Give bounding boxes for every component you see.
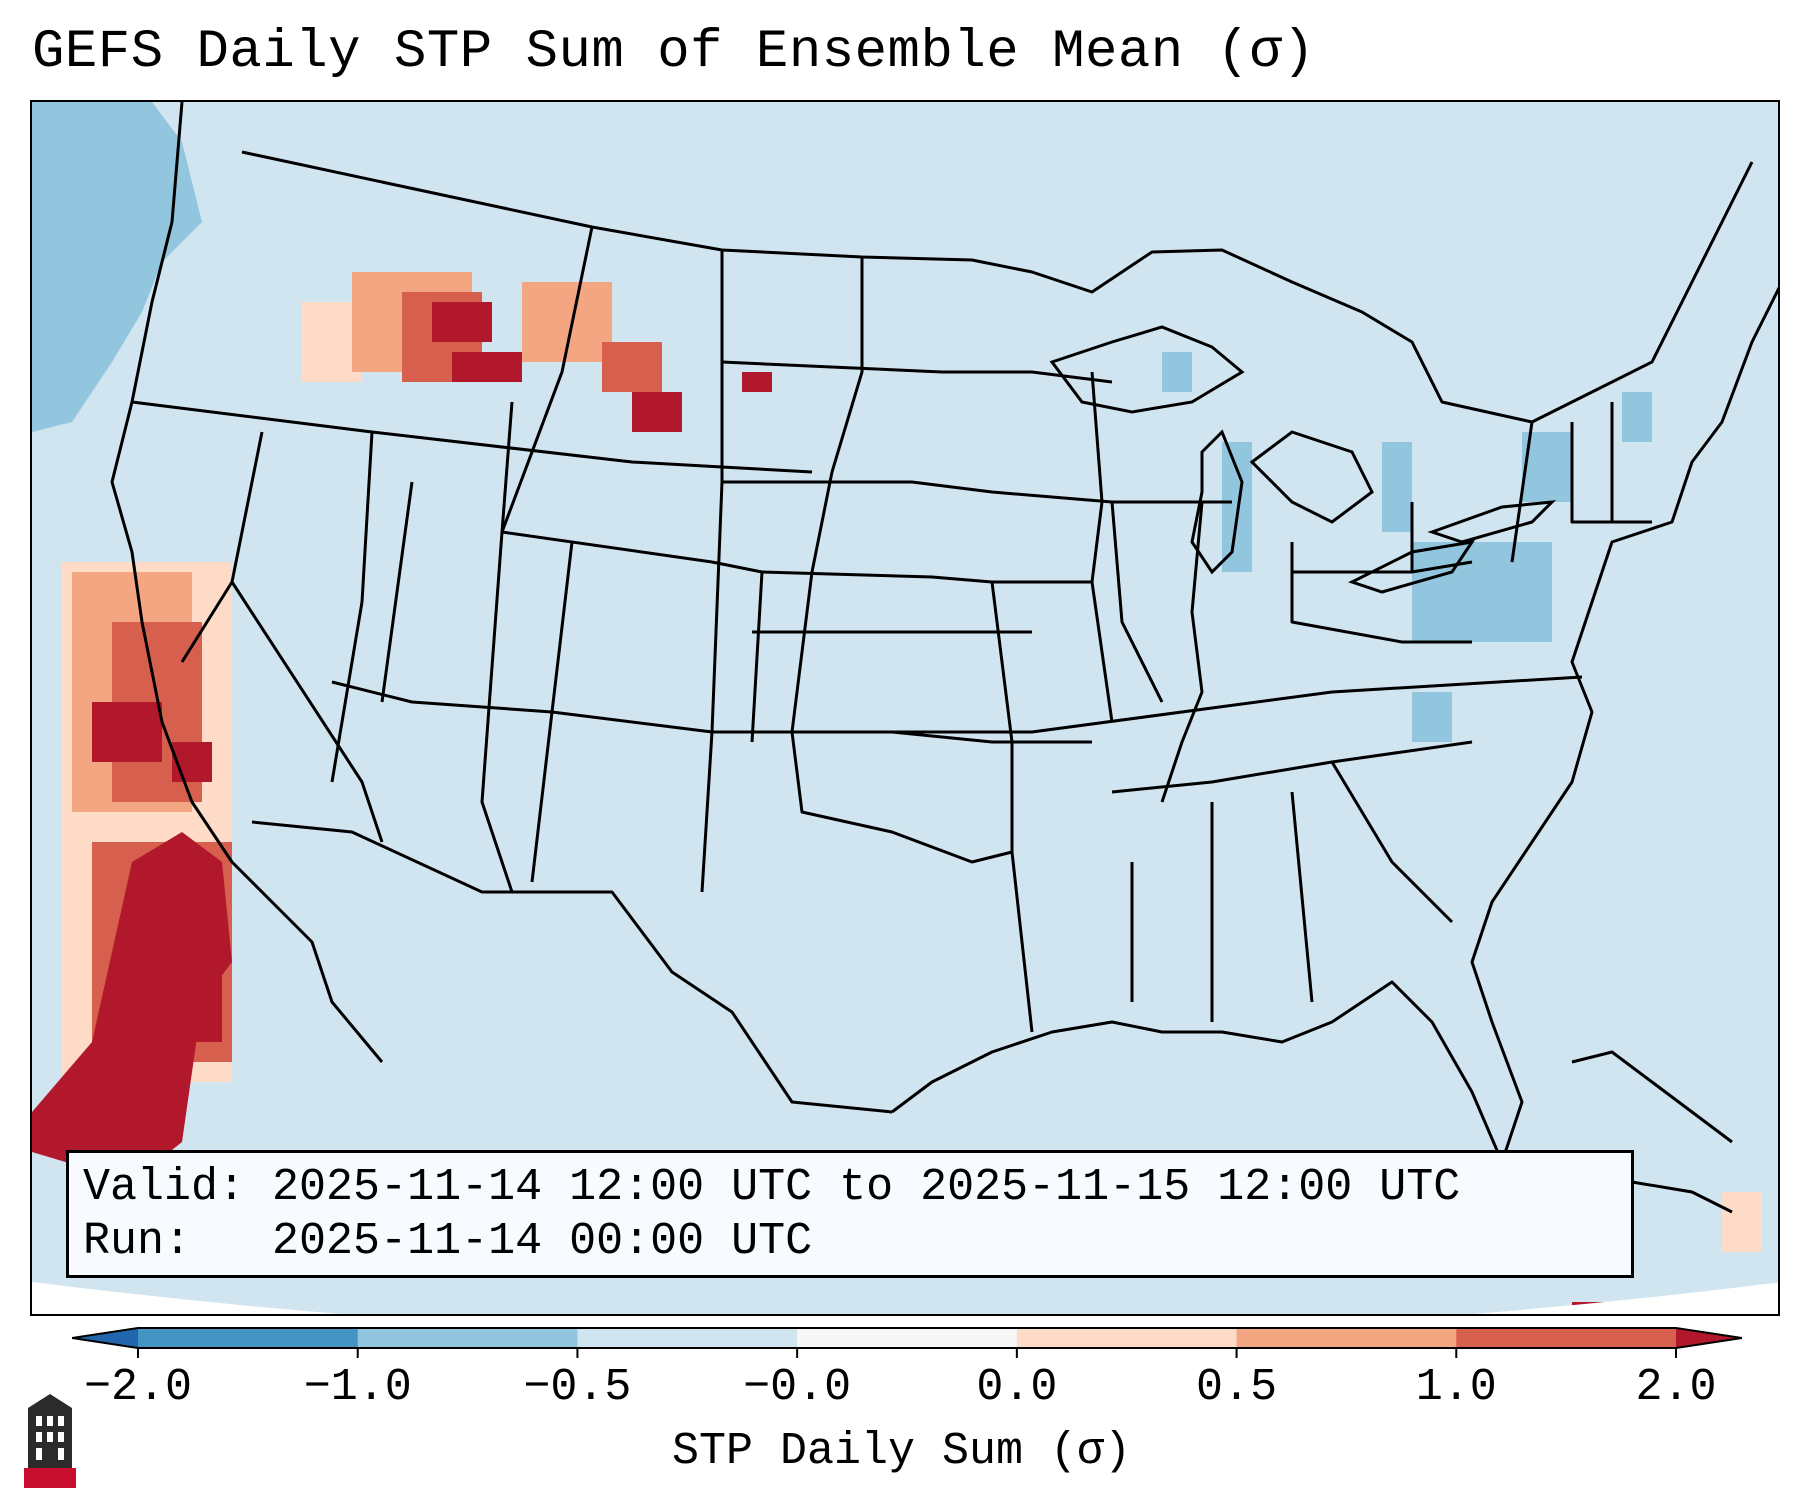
map-title: GEFS Daily STP Sum of Ensemble Mean (σ) <box>32 22 1316 83</box>
projection-edge <box>32 1282 1778 1314</box>
positive-anomaly-areas <box>32 272 1762 1314</box>
colorbar-tick-label: −2.0 <box>83 1362 193 1413</box>
run-value: 2025-11-14 00:00 UTC <box>272 1216 813 1267</box>
colorbar-bin <box>1016 1328 1238 1348</box>
colorbar-tick-label: −1.0 <box>303 1362 412 1413</box>
valid-value: 2025-11-14 12:00 UTC to 2025-11-15 12:00… <box>272 1162 1461 1213</box>
colorbar-tick-label: 2.0 <box>1635 1362 1717 1413</box>
colorbar-bin <box>1676 1328 1742 1348</box>
map-panel <box>30 100 1780 1316</box>
run-label: Run: <box>83 1216 246 1267</box>
colorbar-bin <box>577 1328 798 1348</box>
colorbar-bin <box>138 1328 359 1348</box>
valid-time-box: Valid: 2025-11-14 12:00 UTC to 2025-11-1… <box>66 1150 1634 1278</box>
political-borders <box>110 102 1778 1164</box>
colorbar-bin <box>1456 1328 1677 1348</box>
colorbar-bin <box>72 1328 138 1348</box>
colorbar-bin <box>357 1328 578 1348</box>
valid-label: Valid: <box>83 1162 246 1213</box>
colorbar-tick-label: −0.5 <box>523 1362 632 1413</box>
colorbar-label: STP Daily Sum (σ) <box>671 1426 1132 1477</box>
caribbean-islands <box>1571 1050 1733 1214</box>
great-lakes-negative-anomaly <box>1162 352 1652 742</box>
great-lakes <box>1049 325 1557 594</box>
niu-logo-icon <box>24 1394 76 1488</box>
map-canvas <box>32 102 1778 1314</box>
pacific-negative-anomaly <box>32 102 202 432</box>
colorbar-tick-label: 0.5 <box>1196 1362 1278 1413</box>
colorbar-tick-label: 1.0 <box>1415 1362 1497 1413</box>
colorbar-bin <box>1236 1328 1457 1348</box>
colorbar-bin <box>797 1328 1018 1348</box>
colorbar <box>72 1327 1742 1358</box>
colorbar-tick-label: 0.0 <box>976 1362 1058 1413</box>
colorbar-tick-label: −0.0 <box>743 1362 852 1413</box>
